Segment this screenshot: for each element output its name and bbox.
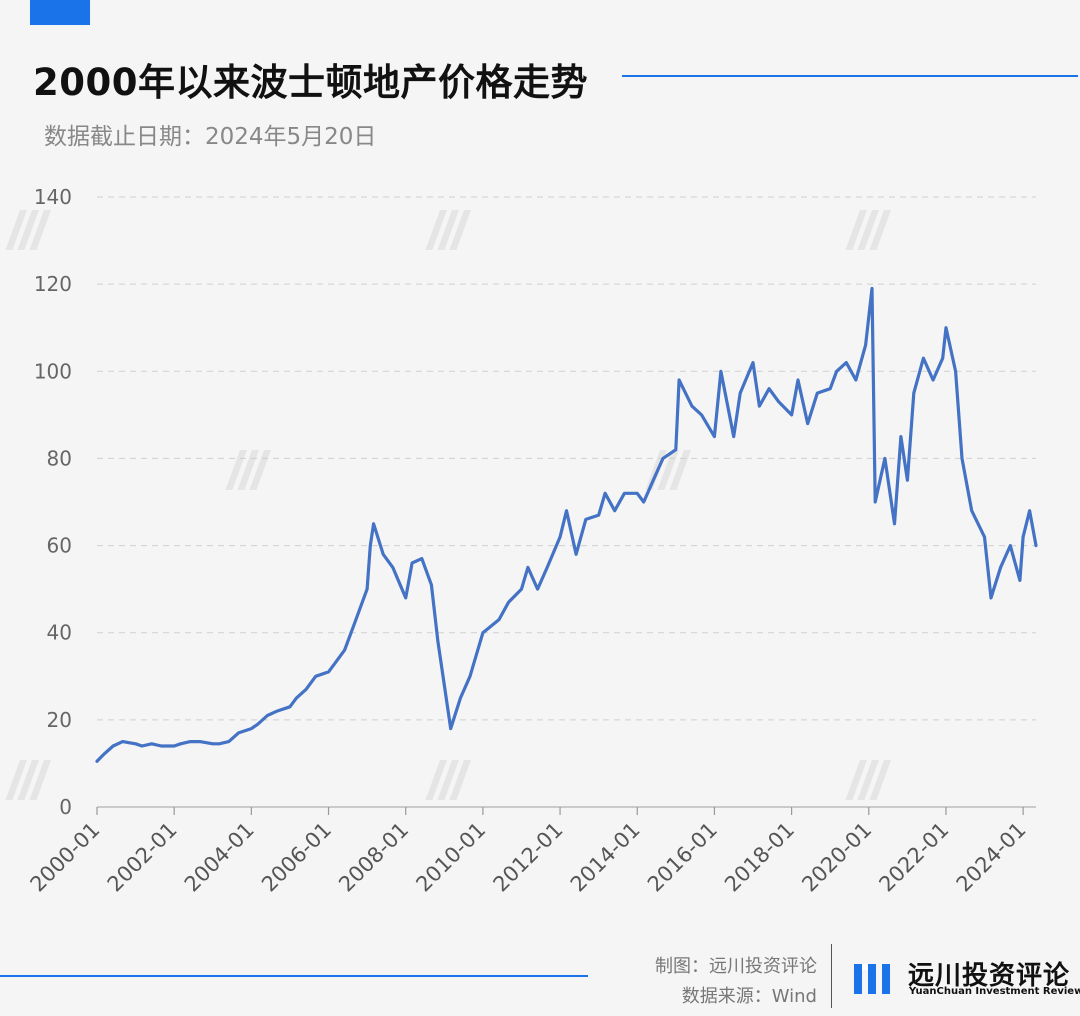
watermark-icon (5, 760, 51, 800)
x-tick-label: 2006-01 (257, 818, 336, 897)
x-tick-label: 2018-01 (720, 818, 799, 897)
x-tick-label: 2016-01 (643, 818, 722, 897)
x-tick-label: 2008-01 (334, 818, 413, 897)
y-axis: 0 20 40 60 80 100 120 140 (34, 185, 72, 819)
watermark-icon (845, 760, 891, 800)
watermark-icon (225, 450, 271, 490)
y-tick-label: 60 (47, 534, 72, 558)
footer-divider (831, 944, 832, 1008)
logo-mark-icon (854, 964, 890, 994)
x-tick-label: 2004-01 (180, 818, 259, 897)
x-tick-label: 2024-01 (952, 818, 1031, 897)
y-tick-label: 140 (34, 185, 72, 209)
chart-subtitle: 数据截止日期：2024年5月20日 (44, 124, 377, 150)
brand-logo: 远川投资评论 YuanChuan Investment Review (852, 956, 1080, 1002)
credit-source: 数据来源：Wind (681, 986, 817, 1007)
x-tick-label: 2014-01 (566, 818, 645, 897)
watermark-icon (5, 210, 51, 250)
chart-title: 2000年以来波士顿地产价格走势 (33, 61, 588, 104)
logo-text-en: YuanChuan Investment Review (909, 986, 1080, 997)
y-tick-label: 100 (34, 359, 72, 383)
x-axis: 2000-012002-012004-012006-012008-012010-… (26, 806, 1036, 897)
y-tick-label: 80 (47, 446, 72, 470)
y-tick-label: 120 (34, 272, 72, 296)
x-tick-label: 2022-01 (874, 818, 953, 897)
x-tick-label: 2020-01 (797, 818, 876, 897)
grid-lines (97, 196, 1036, 721)
line-chart: 0 20 40 60 80 100 120 140 2000-012002-012004-01… (5, 185, 1038, 897)
series-group (95, 286, 1038, 763)
x-tick-label: 2002-01 (103, 818, 182, 897)
x-tick-label: 2000-01 (26, 818, 105, 897)
credit-maker: 制图：远川投资评论 (655, 956, 817, 977)
watermark-icon (425, 760, 471, 800)
series-line (95, 286, 1038, 763)
logo-text-cn: 远川投资评论 (908, 961, 1071, 991)
title-rule (622, 75, 1078, 77)
watermark-icon (845, 210, 891, 250)
y-tick-label: 20 (47, 708, 72, 732)
x-tick-label: 2012-01 (489, 818, 568, 897)
y-tick-label: 40 (47, 621, 72, 645)
bottom-rule (0, 975, 588, 977)
watermark-icon (425, 210, 471, 250)
y-tick-label: 0 (59, 795, 72, 819)
x-tick-label: 2010-01 (411, 818, 490, 897)
top-accent-bar (30, 0, 90, 25)
